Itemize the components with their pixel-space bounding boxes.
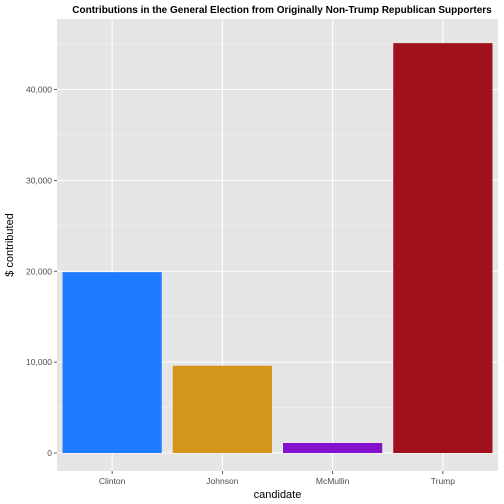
x-tick-label: McMullin <box>316 476 350 486</box>
bars <box>62 43 493 454</box>
bar-clinton <box>62 272 162 453</box>
y-axis-ticks: 0 10,000 20,000 30,000 40,000 <box>26 85 57 458</box>
chart-title: Contributions in the General Election fr… <box>72 5 492 16</box>
x-tick-label: Trump <box>431 476 456 486</box>
x-axis-ticks: Clinton Johnson McMullin Trump <box>99 471 455 486</box>
y-axis-title: $ contributed <box>4 213 16 277</box>
bar-mcmullin <box>283 443 383 453</box>
bar-trump <box>393 43 493 454</box>
y-tick-label: 0 <box>47 448 52 458</box>
y-tick-label: 10,000 <box>26 357 52 367</box>
bar-johnson <box>172 365 272 453</box>
y-tick-label: 30,000 <box>26 175 52 185</box>
x-axis-title: candidate <box>254 489 302 501</box>
x-tick-label: Johnson <box>206 476 238 486</box>
x-tick-label: Clinton <box>99 476 126 486</box>
y-tick-label: 20,000 <box>26 266 52 276</box>
y-tick-label: 40,000 <box>26 85 52 95</box>
